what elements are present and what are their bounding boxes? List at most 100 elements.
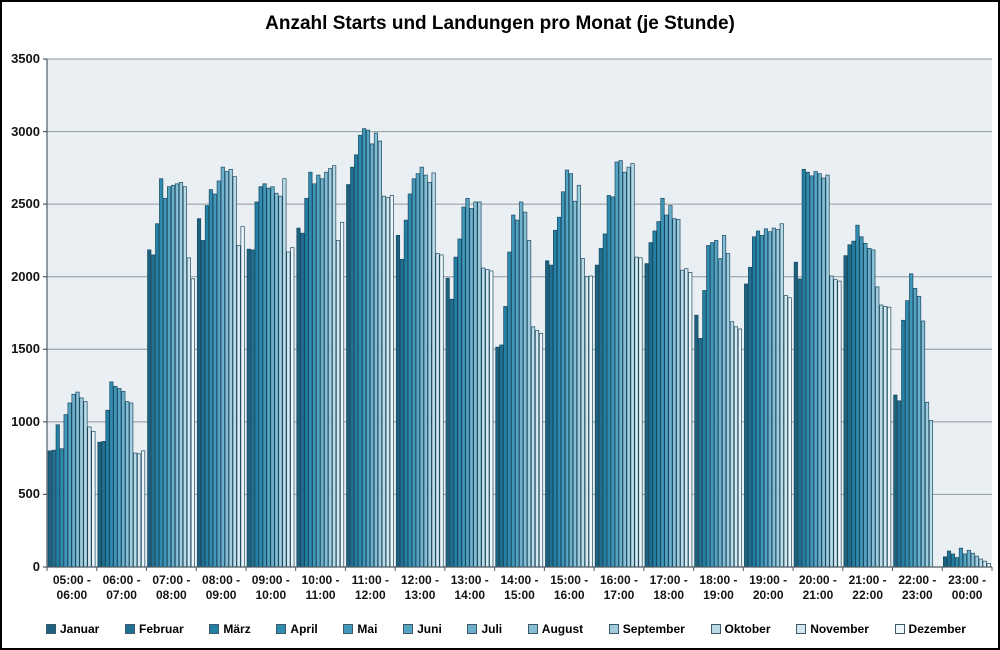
bar-mrz-08000900 [204, 205, 209, 568]
bar-dezember-10001100 [340, 221, 345, 568]
bar-juni-06000700 [117, 388, 122, 568]
legend-label-mai: Mai [357, 622, 378, 636]
bar-april-16001700 [606, 195, 611, 568]
bar-dezember-18001900 [737, 328, 743, 568]
legend-item-dezember: Dezember [894, 622, 966, 636]
bar-januar-11001200 [346, 184, 351, 568]
bar-februar-20002100 [797, 278, 802, 568]
bar-juni-22002300 [913, 287, 918, 568]
y-axis-label-2500: 2500 [11, 196, 40, 212]
bar-april-12001300 [407, 193, 412, 568]
bar-februar-23000000 [946, 550, 952, 568]
bar-august-17001800 [672, 218, 677, 568]
legend-swatch-mrz [209, 624, 220, 634]
y-axis-label-3000: 3000 [11, 123, 40, 139]
bar-november-17001800 [684, 268, 689, 568]
bar-dezember-16001700 [638, 257, 643, 568]
bar-august-05000600 [75, 391, 80, 568]
y-axis-label-0: 0 [32, 559, 40, 574]
bar-juli-06000700 [121, 391, 126, 568]
bar-mai-11001200 [362, 128, 367, 568]
bar-april-08000900 [208, 189, 213, 568]
x-axis-label-10001100: 10:00 -11:00 [301, 573, 340, 602]
bar-oktober-12001300 [431, 172, 436, 568]
bar-mrz-15001600 [553, 229, 558, 568]
bar-januar-15001600 [545, 260, 550, 568]
bar-mrz-19002000 [751, 236, 757, 568]
bar-november-23000000 [982, 560, 987, 568]
bar-august-07000800 [174, 183, 180, 568]
legend-item-juni: Juni [403, 622, 442, 636]
bar-mrz-09001000 [254, 201, 259, 568]
legend-label-november: November [810, 622, 869, 636]
bar-april-22002300 [905, 300, 910, 568]
bar-november-13001400 [485, 269, 490, 568]
legend-swatch-juli [467, 624, 478, 634]
bar-oktober-18001900 [729, 321, 735, 568]
bar-juni-11001200 [365, 129, 371, 568]
x-axis-label-12001300: 12:00 -13:00 [401, 573, 440, 602]
bar-juli-19002000 [767, 231, 772, 568]
bar-februar-09001000 [250, 249, 255, 568]
bar-oktober-19002000 [779, 223, 784, 568]
bar-oktober-11001200 [381, 195, 386, 568]
legend-item-november: November [796, 622, 869, 636]
bar-september-14001500 [527, 240, 532, 568]
y-axis-label-2000: 2000 [11, 268, 40, 284]
x-axis-label-18001900: 18:00 -19:00 [699, 573, 738, 602]
bar-mrz-16001700 [602, 233, 607, 568]
legend-label-februar: Februar [139, 622, 184, 636]
bar-mai-15001600 [560, 191, 566, 568]
bar-juni-23000000 [962, 553, 967, 568]
x-axis-label-21002200: 21:00 -22:00 [848, 573, 887, 602]
bar-mrz-11001200 [354, 154, 359, 568]
bar-august-09001000 [274, 192, 279, 568]
bar-februar-18001900 [698, 338, 703, 568]
bar-april-18001900 [706, 245, 711, 568]
bar-mai-23000000 [958, 547, 963, 568]
bar-juli-16001700 [618, 160, 623, 568]
bar-dezember-19002000 [787, 297, 792, 568]
bar-juli-09001000 [270, 186, 275, 568]
bar-mai-21002200 [859, 236, 864, 568]
bar-november-11001200 [385, 197, 390, 568]
bar-januar-12001300 [395, 235, 401, 568]
bar-august-15001600 [572, 200, 577, 568]
x-axis-label-15001600: 15:00 -16:00 [550, 573, 589, 602]
bar-september-06000700 [129, 402, 134, 568]
bar-mai-13001400 [461, 206, 466, 568]
legend-swatch-juni [403, 624, 414, 634]
bar-november-09001000 [286, 251, 291, 568]
bar-november-08000900 [236, 245, 241, 568]
bar-juni-18001900 [714, 240, 719, 568]
y-axis-label-1500: 1500 [11, 341, 40, 357]
bar-mai-08000900 [212, 193, 217, 568]
legend-label-januar: Januar [60, 622, 100, 636]
bar-juli-07000800 [170, 184, 176, 568]
bar-juni-16001700 [614, 161, 619, 568]
bar-juli-17001800 [668, 205, 673, 568]
bar-juli-21002200 [867, 248, 872, 568]
bar-februar-17001800 [648, 242, 653, 568]
bar-mrz-18001900 [702, 290, 707, 568]
bar-januar-13001400 [445, 277, 450, 568]
legend: Januar Februar März April Mai Juni Juli August S… [46, 616, 966, 642]
bar-oktober-13001400 [481, 267, 486, 568]
bar-mrz-10001100 [304, 197, 309, 568]
legend-label-august: August [541, 622, 584, 636]
bar-juli-14001500 [519, 201, 524, 568]
bar-mai-12001300 [411, 178, 416, 568]
bar-juni-13001400 [465, 197, 470, 568]
y-axis-label-1000: 1000 [11, 413, 40, 429]
bar-oktober-08000900 [232, 176, 237, 568]
bar-juli-12001300 [419, 166, 424, 568]
bar-august-16001700 [622, 171, 627, 568]
x-axis-label-19002000: 19:00 -20:00 [749, 573, 788, 602]
bar-april-11001200 [358, 134, 363, 568]
bar-november-05000600 [87, 426, 92, 568]
bar-august-19002000 [771, 227, 776, 568]
bar-januar-17001800 [644, 263, 649, 568]
bar-september-07000800 [178, 182, 184, 568]
bar-mai-07000800 [163, 197, 168, 568]
bar-mai-20002100 [809, 175, 814, 568]
